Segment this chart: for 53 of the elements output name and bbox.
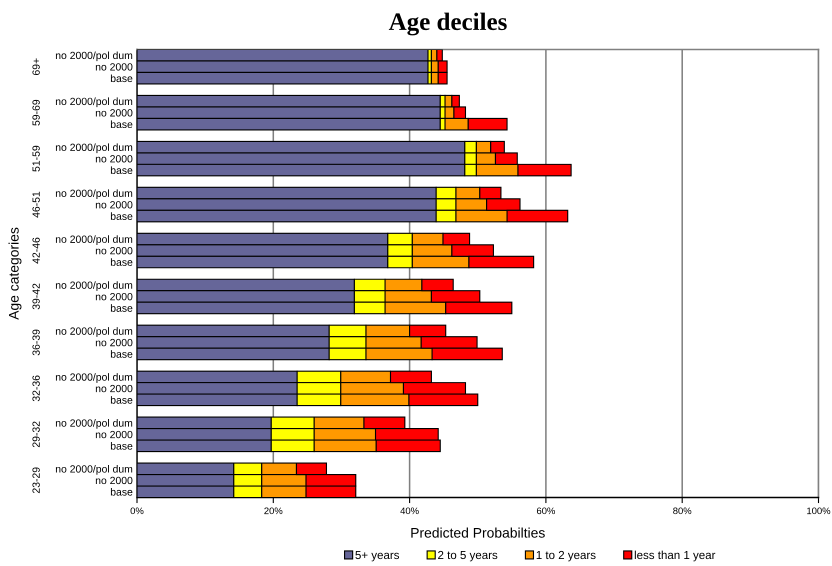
- y-tick-label: no 2000: [96, 338, 132, 346]
- y-tick-label: base: [110, 166, 132, 174]
- y-tick-label: base: [110, 488, 132, 496]
- y-tick-label: no 2000: [96, 384, 132, 392]
- x-tick-label: 40%: [400, 507, 419, 514]
- text: 42-46: [32, 238, 40, 264]
- y-tick-label: base: [110, 258, 132, 266]
- y-tick-label: base: [110, 350, 132, 358]
- y-tick-label: base: [110, 212, 132, 220]
- y-tick-label: base: [110, 442, 132, 450]
- y-tick-label: no 2000: [96, 430, 132, 438]
- y-tick-label: no 2000/pol dum: [56, 373, 132, 383]
- x-tick-label: 100%: [807, 507, 830, 514]
- x-tick-label: 20%: [264, 507, 282, 514]
- y-tick-label: no 2000/pol dum: [56, 281, 132, 291]
- y-tick-label: no 2000/pol dum: [56, 327, 132, 337]
- y-tick-label: no 2000/pol dum: [56, 419, 132, 429]
- legend-label: 5+ years: [355, 551, 400, 562]
- y-tick-label: no 2000/pol dum: [56, 465, 132, 475]
- y-tick-label: no 2000/pol dum: [56, 235, 132, 245]
- y-tick-label: base: [110, 304, 132, 312]
- text: 36-39: [32, 330, 40, 356]
- text: 32-36: [32, 376, 40, 402]
- text: 69+: [32, 58, 40, 76]
- text: 39-42: [32, 284, 40, 310]
- y-tick-label: base: [110, 120, 132, 128]
- y-tick-label: base: [110, 396, 132, 404]
- chart-title: Age deciles: [388, 12, 507, 36]
- y-tick-label: no 2000: [96, 292, 132, 300]
- x-axis-title: Predicted Probabilties: [411, 528, 545, 538]
- text: 51-59: [32, 146, 40, 172]
- legend-label: less than 1 year: [634, 550, 716, 562]
- y-tick-label: no 2000/pol dum: [56, 189, 132, 200]
- y-tick-label: no 2000: [96, 476, 132, 484]
- text: 23-29: [32, 467, 40, 494]
- y-tick-label: no 2000: [96, 155, 132, 163]
- y-tick-label: no 2000/pol dum: [56, 51, 132, 62]
- x-tick-label: 60%: [536, 507, 556, 514]
- y-tick-label: no 2000: [96, 247, 132, 254]
- y-tick-label: no 2000: [96, 63, 132, 71]
- text: 29-32: [32, 422, 40, 448]
- legend-label: 1 to 2 years: [536, 550, 596, 562]
- y-axis-title: Age categories: [8, 228, 22, 320]
- y-tick-label: no 2000: [96, 201, 132, 208]
- x-tick-label: 0%: [130, 507, 144, 514]
- text: 46-51: [32, 192, 40, 218]
- legend-label: 2 to 5 years: [438, 550, 498, 562]
- y-tick-label: no 2000/pol dum: [56, 143, 132, 154]
- text: 59-69: [32, 100, 40, 126]
- y-tick-label: no 2000/pol dum: [56, 97, 132, 108]
- y-tick-label: no 2000: [96, 109, 132, 117]
- y-tick-label: base: [110, 74, 132, 82]
- x-tick-label: 80%: [673, 507, 692, 514]
